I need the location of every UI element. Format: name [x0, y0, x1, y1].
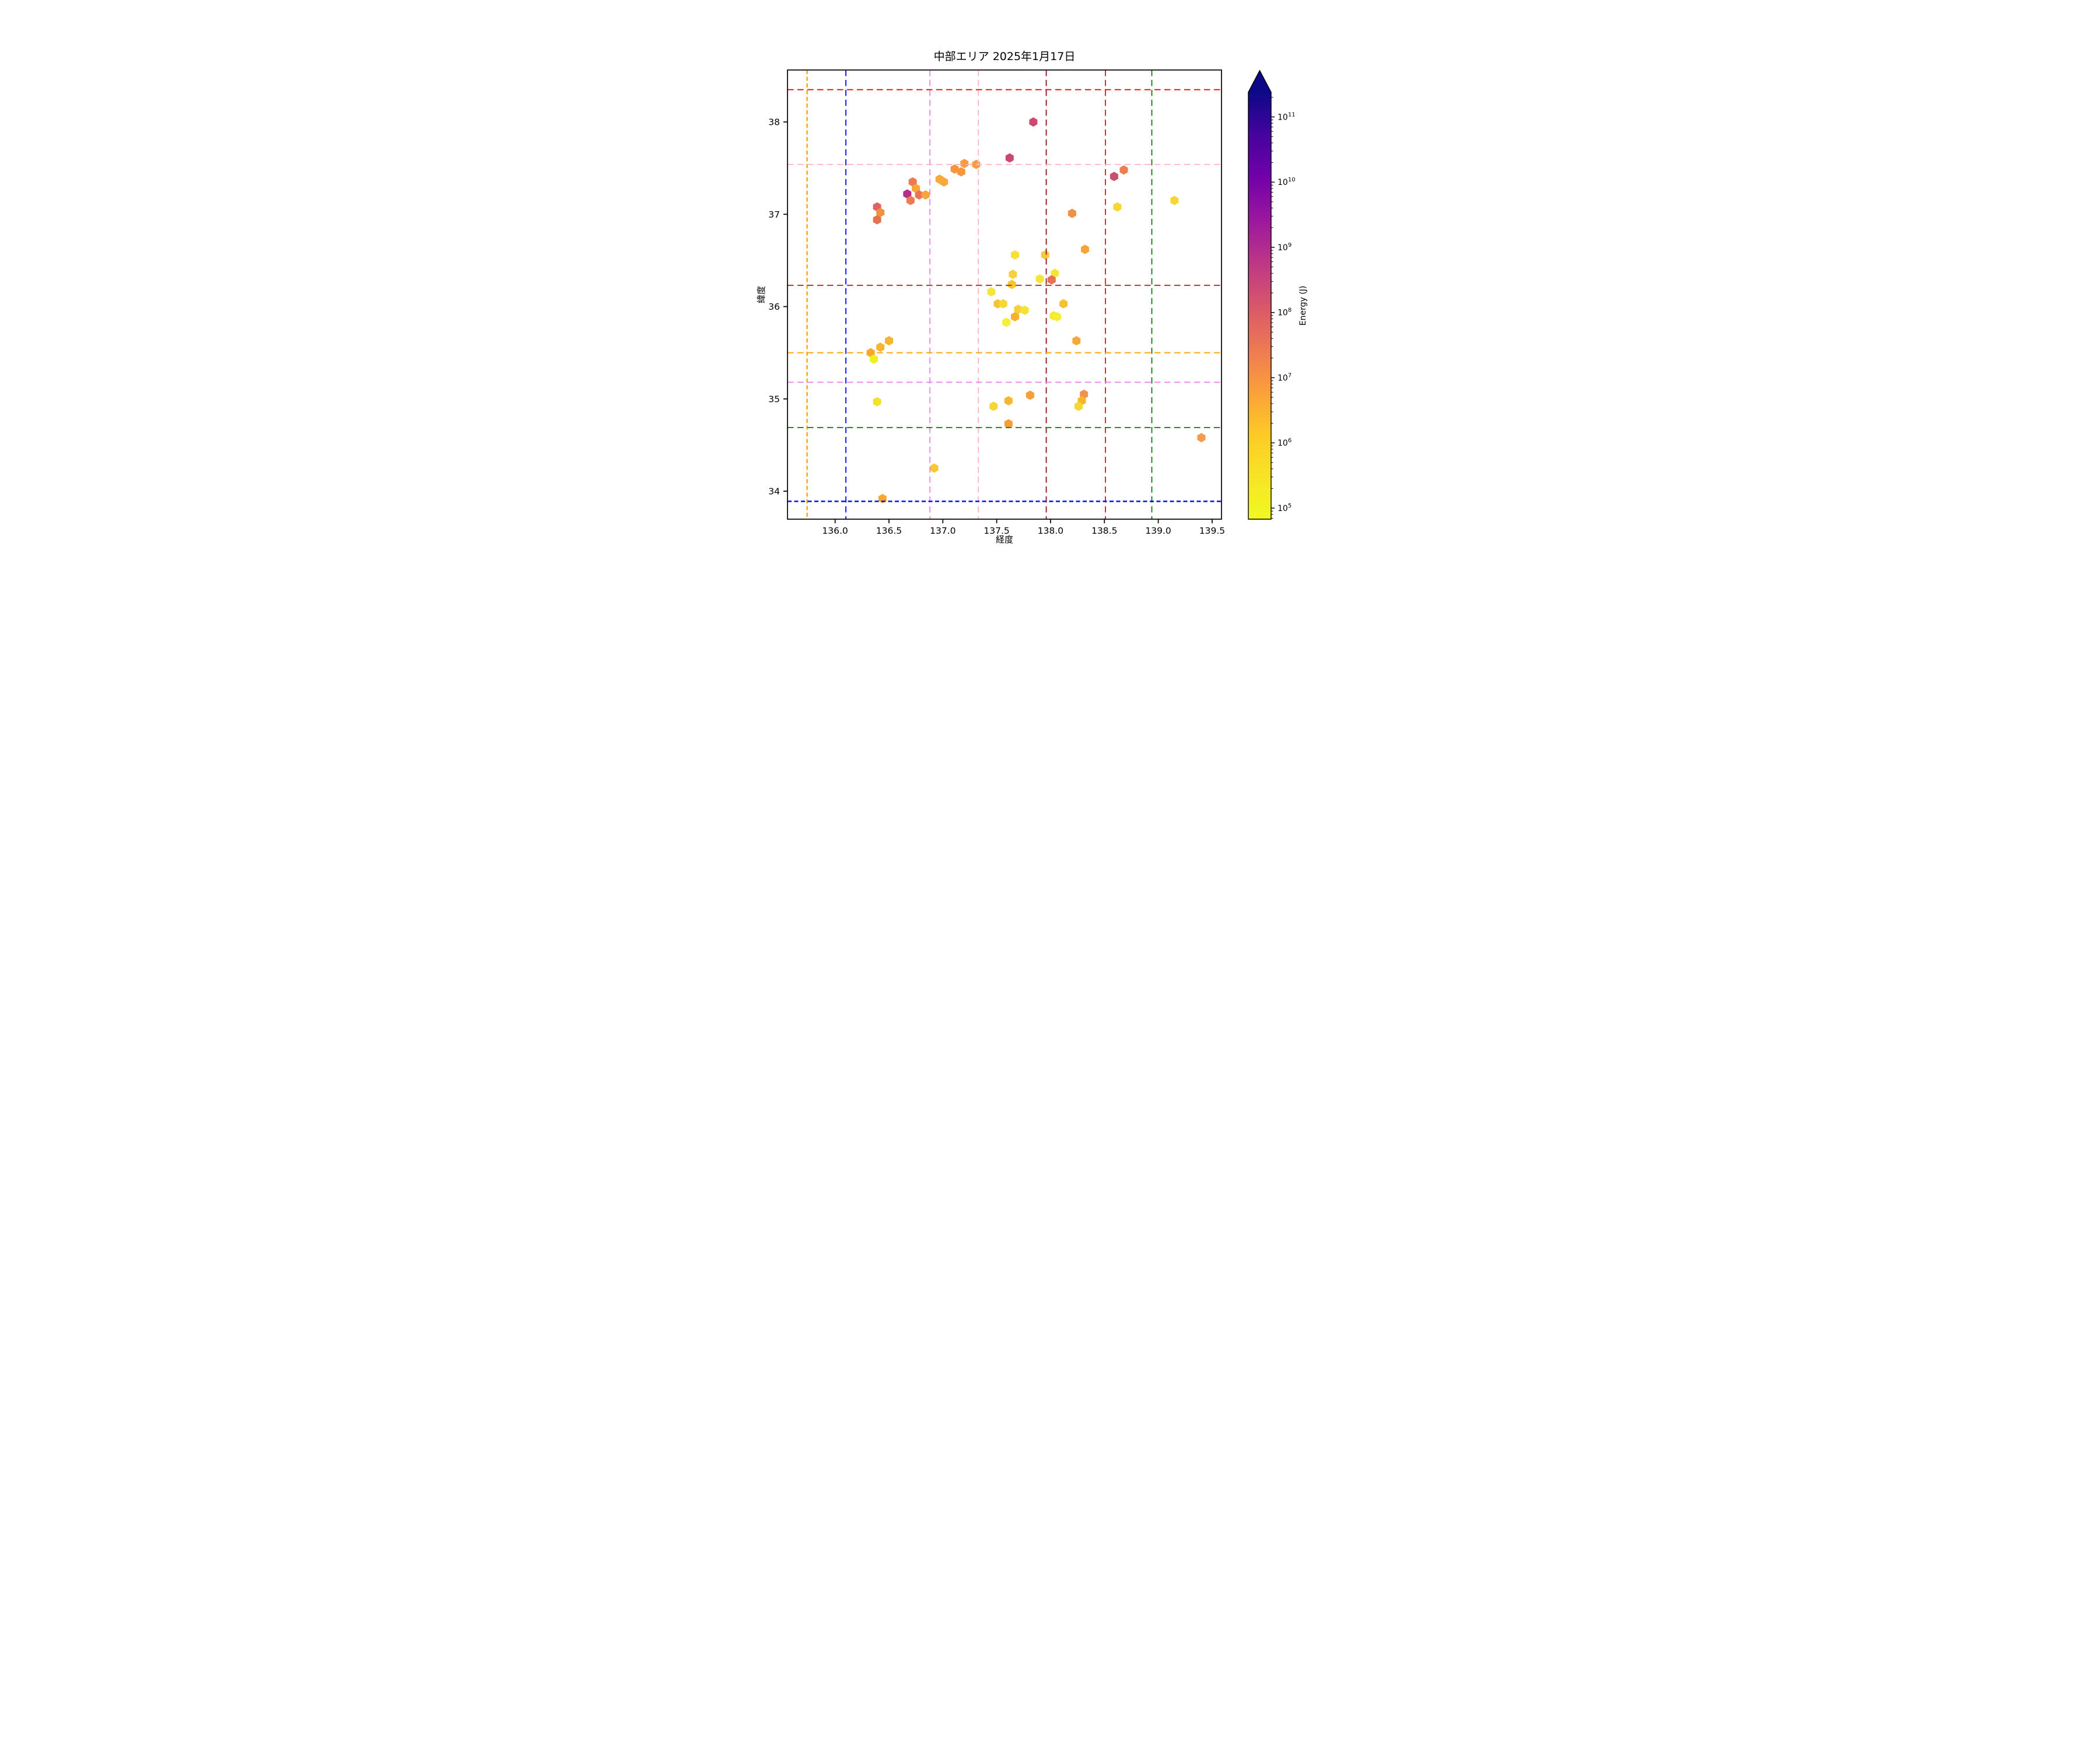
hex-point	[1026, 390, 1034, 400]
hex-point	[876, 342, 885, 352]
hex-point	[1170, 195, 1179, 205]
hex-point	[957, 167, 965, 177]
hex-point	[1011, 312, 1019, 321]
hex-point	[940, 177, 949, 187]
hex-point	[1068, 208, 1076, 218]
hex-point	[1029, 117, 1038, 127]
hex-point	[1007, 279, 1016, 289]
hex-point	[1041, 250, 1049, 260]
x-tick-label: 137.0	[930, 526, 956, 536]
y-tick-label: 36	[768, 302, 780, 312]
x-axis-label: 経度	[996, 534, 1013, 545]
hex-point	[1004, 396, 1013, 405]
hex-point	[1047, 275, 1056, 285]
colorbar-layer: 105 106 107 108 109 1010 1011	[1248, 69, 1296, 520]
hex-point	[1072, 336, 1081, 346]
y-axis-label: 緯度	[756, 286, 766, 303]
colorbar-tick-label: 105	[1278, 503, 1292, 513]
hex-point	[1004, 419, 1013, 429]
x-tick-label: 139.5	[1199, 526, 1225, 536]
hex-point	[1051, 268, 1059, 278]
x-tick-label: 136.5	[876, 526, 902, 536]
hex-point	[1119, 165, 1128, 175]
hex-point	[1197, 433, 1206, 443]
hex-point	[1011, 250, 1019, 260]
gridlines-layer	[788, 70, 1222, 519]
colorbar-extend-arrow	[1248, 71, 1271, 92]
hex-point	[987, 287, 996, 297]
x-tick-label: 139.0	[1145, 526, 1171, 536]
hex-point	[1110, 172, 1118, 181]
y-tick-label: 38	[768, 117, 780, 128]
hex-point	[1035, 274, 1044, 284]
chart-title: 中部エリア 2025年1月17日	[934, 50, 1076, 63]
y-tick-label: 35	[768, 394, 780, 404]
colorbar-label: Energy (J)	[1298, 286, 1308, 326]
hex-point	[873, 215, 881, 225]
hex-point	[1059, 299, 1068, 309]
colorbar-outline	[1248, 69, 1272, 520]
y-tick-label: 37	[768, 209, 780, 220]
hex-point	[906, 195, 915, 205]
plot-svg: 136.0 136.5 137.0 137.5 138.0 138.5 139.0 139.5…	[756, 50, 1308, 545]
hex-point	[876, 208, 885, 218]
colorbar-tick-label: 107	[1278, 372, 1292, 383]
hex-point	[870, 354, 878, 364]
hex-point	[999, 299, 1007, 309]
x-tick-label: 138.0	[1038, 526, 1063, 536]
y-tick-label: 34	[768, 487, 780, 497]
colorbar-tick-label: 1011	[1278, 111, 1296, 122]
hex-point	[908, 177, 917, 187]
hex-point	[885, 336, 893, 346]
hex-point	[873, 397, 881, 407]
hex-point	[960, 159, 969, 169]
hex-point	[1002, 317, 1011, 327]
hex-point	[1005, 153, 1014, 163]
x-tick-label: 136.0	[822, 526, 848, 536]
hex-point	[903, 189, 912, 199]
colorbar-tick-label: 1010	[1278, 177, 1296, 187]
figure: 136.0 136.5 137.0 137.5 138.0 138.5 139.0 139.5…	[700, 0, 1400, 583]
colorbar-tick-label: 109	[1278, 242, 1292, 253]
x-tick-label: 137.5	[984, 526, 1009, 536]
hex-point	[912, 184, 921, 193]
plot-border	[787, 69, 1222, 520]
hex-point	[921, 190, 930, 200]
hex-point	[1113, 202, 1122, 212]
hex-point	[1053, 312, 1061, 321]
hex-point	[1074, 401, 1083, 411]
hexbin-points-layer	[866, 117, 1206, 503]
hex-point	[930, 463, 939, 473]
hex-point	[915, 190, 923, 200]
hex-point	[989, 401, 998, 411]
colorbar-tick-label: 108	[1278, 307, 1292, 318]
x-tick-label: 138.5	[1091, 526, 1117, 536]
hex-point	[950, 164, 959, 174]
hex-point	[1009, 270, 1017, 279]
colorbar-gradient	[1248, 92, 1271, 519]
hex-point	[1014, 304, 1023, 314]
hex-point	[1081, 244, 1089, 254]
hex-point	[1020, 305, 1029, 315]
axes-layer: 136.0 136.5 137.0 137.5 138.0 138.5 139.0 139.5…	[768, 69, 1225, 536]
colorbar-tick-label: 106	[1278, 438, 1292, 448]
